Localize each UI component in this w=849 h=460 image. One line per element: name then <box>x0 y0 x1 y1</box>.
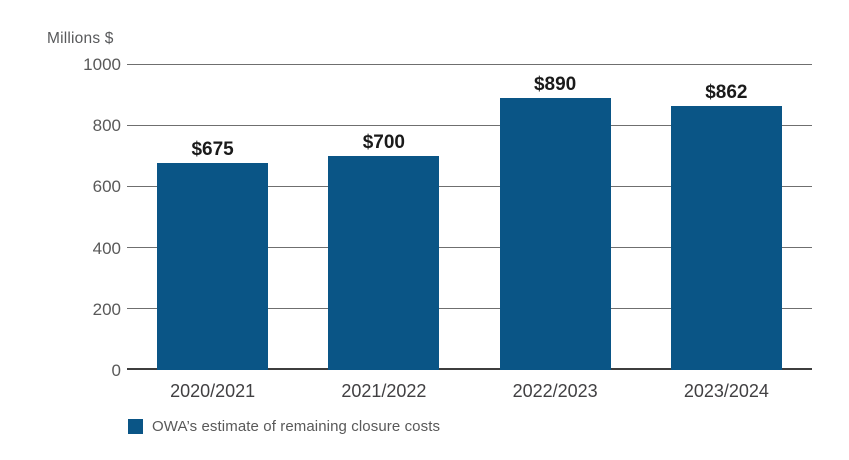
legend-label: OWA’s estimate of remaining closure cost… <box>152 418 441 435</box>
legend-swatch <box>128 419 143 434</box>
bar-value-label: $700 <box>362 131 406 153</box>
gridline <box>127 63 812 65</box>
y-axis-tick-label: 1000 <box>83 55 121 74</box>
gridline <box>127 247 812 249</box>
x-axis-tick-label: 2020/2021 <box>170 381 256 401</box>
legend: OWA’s estimate of remaining closure cost… <box>128 418 440 435</box>
bar-2021-2022 <box>328 155 440 370</box>
x-axis-tick-label: 2021/2022 <box>341 381 427 401</box>
bar-value-label: $675 <box>191 139 234 161</box>
y-axis-tick-label: 200 <box>92 299 121 319</box>
gridline <box>127 124 812 126</box>
x-axis-tick-label: 2022/2023 <box>512 381 598 401</box>
gridline <box>127 308 812 310</box>
bar-2023-2024 <box>670 106 782 370</box>
bar-2022-2023 <box>499 97 611 370</box>
gridline <box>127 185 812 187</box>
bar-value-label: $862 <box>705 82 748 104</box>
x-axis-baseline <box>127 368 812 370</box>
y-axis-tick-label: 400 <box>92 238 121 258</box>
y-axis-tick-label: 800 <box>92 116 121 136</box>
x-axis-tick-label: 2023/2024 <box>683 381 769 401</box>
plot-area <box>127 63 812 370</box>
y-axis-tick-label: 0 <box>111 361 121 380</box>
y-axis-tick-label: 600 <box>92 177 121 197</box>
bar-value-label: $890 <box>533 73 577 95</box>
y-axis-title: Millions $ <box>47 30 114 47</box>
bar-2020-2021 <box>157 163 269 370</box>
